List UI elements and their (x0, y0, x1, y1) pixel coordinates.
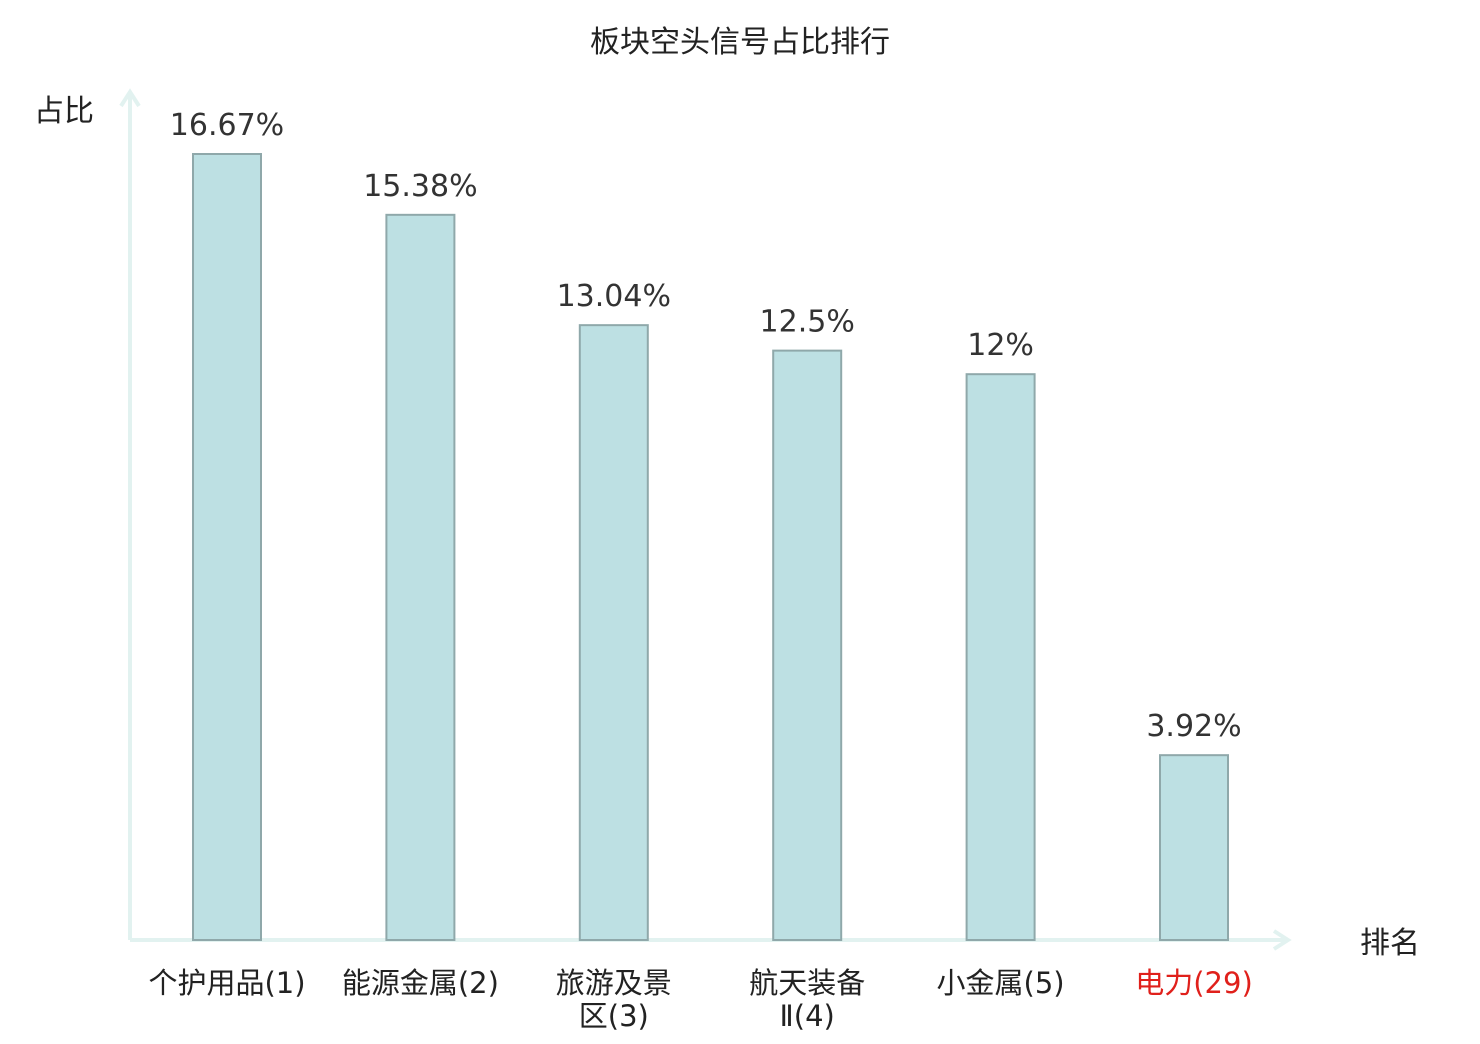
category-label-line: Ⅱ(4) (780, 999, 835, 1033)
x-axis-label: 排名 (1360, 926, 1420, 961)
category-label-1: 个护用品(1) (148, 966, 305, 1000)
chart-title: 板块空头信号占比排行 (590, 25, 890, 60)
y-axis-label: 占比 (34, 94, 94, 129)
x-axis-arrow-icon (1272, 929, 1292, 951)
category-label-line: 个护用品(1) (148, 966, 305, 1000)
category-label-6: 电力(29) (1135, 966, 1253, 1000)
category-label-2: 能源金属(2) (342, 966, 499, 1000)
value-label-3: 13.04% (557, 279, 671, 314)
category-label-line: 航天装备 (749, 966, 865, 1000)
category-label-line: 旅游及景 (556, 966, 672, 1000)
category-label-line: 区(3) (579, 999, 649, 1033)
value-label-2: 15.38% (363, 169, 477, 204)
bar-4 (772, 349, 843, 942)
bar-6 (1159, 754, 1229, 941)
value-label-4: 12.5% (760, 305, 855, 340)
category-label-4: 航天装备 Ⅱ(4) (749, 966, 865, 1033)
value-label-5: 12% (967, 328, 1034, 363)
bar-2 (385, 213, 456, 942)
category-label-line: 小金属(5) (937, 966, 1065, 1000)
y-axis-arrow-icon (119, 88, 141, 108)
axes (119, 88, 1292, 951)
category-label-5: 小金属(5) (937, 966, 1065, 1000)
category-label-line: 电力(29) (1135, 966, 1253, 1000)
category-label-3: 旅游及景区(3) (556, 966, 672, 1033)
value-label-1: 16.67% (170, 108, 284, 143)
bar-1 (192, 153, 262, 941)
value-labels-group: 16.67% 15.38% 13.04% 12.5% 12% 3.92% (170, 108, 1242, 744)
bar-5 (965, 373, 1036, 941)
category-label-line: 能源金属(2) (342, 966, 499, 1000)
value-label-6: 3.92% (1146, 709, 1241, 744)
category-labels-group: 个护用品(1) 能源金属(2) 旅游及景区(3) 航天装备 Ⅱ(4) 小金属(5) 电力(2… (148, 966, 1252, 1033)
bars-group (192, 153, 1229, 942)
bar-3 (578, 324, 649, 941)
